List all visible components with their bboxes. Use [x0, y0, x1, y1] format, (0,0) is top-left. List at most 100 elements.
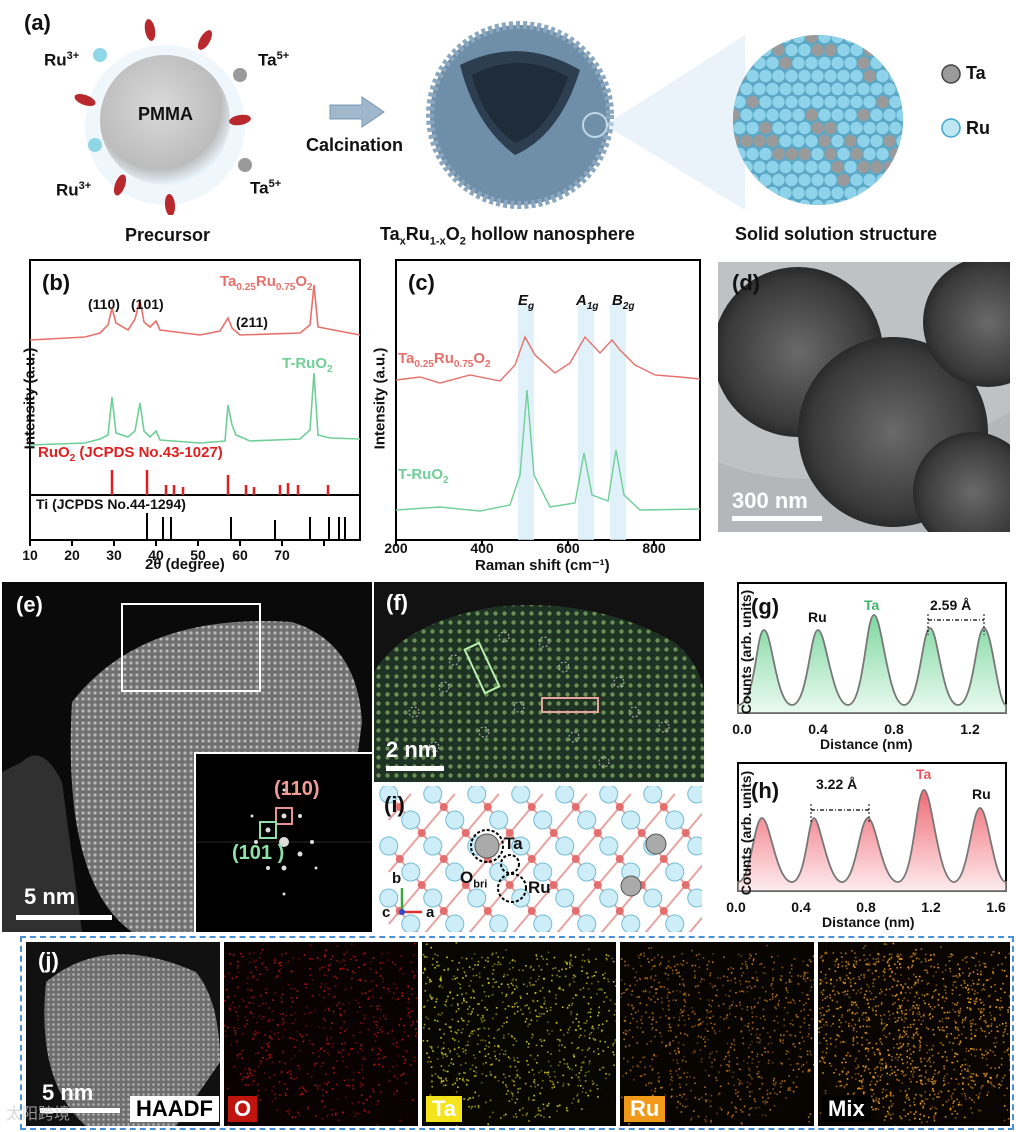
- xrd-xtick: 10: [22, 547, 38, 563]
- map-label-mix: Mix: [822, 1096, 871, 1122]
- xtick-g: 0.8: [884, 721, 904, 737]
- xrd-xtick: 60: [232, 547, 248, 563]
- panel-j: (j) 5 nm HAADF O Ta Ru Mix: [20, 936, 1014, 1130]
- ion-label-ta-bottom: Ta5+: [250, 178, 282, 198]
- map-label-haadf: HAADF: [130, 1096, 219, 1122]
- solid-solution-caption: Solid solution structure: [735, 224, 938, 244]
- mode-eg: Eg: [518, 292, 535, 312]
- raman-chart: [395, 259, 701, 546]
- map-ta-noise: [422, 942, 616, 1126]
- raman-xtick: 600: [556, 540, 580, 556]
- peak-101: (101): [131, 296, 164, 312]
- panel-i-crystal-model: (i) Ta Obri Ru b c a: [376, 786, 702, 932]
- arrow-icon: [329, 96, 385, 128]
- haadf-j-particle: [44, 954, 220, 1126]
- raman-xtick: 400: [470, 540, 494, 556]
- raman-xtick: 800: [642, 540, 666, 556]
- xtick-h: 0.8: [856, 899, 876, 915]
- ion-label-ta-top: Ta5+: [258, 50, 290, 70]
- xrd-chart: [29, 259, 361, 546]
- scale-bar-e: [16, 915, 112, 920]
- eds-map-ru: Ru: [620, 942, 814, 1126]
- peak-110: (110): [88, 296, 120, 312]
- atom-label-ru-h: Ru: [972, 786, 991, 802]
- scale-label-d: 300 nm: [732, 488, 808, 513]
- ylabel-g: Counts (arb. units): [738, 589, 754, 715]
- watermark: 太阳跨境: [6, 1106, 71, 1123]
- line-profile-h: [737, 762, 1007, 892]
- panel-label-e: (e): [16, 592, 43, 617]
- xtick-g: 1.2: [960, 721, 980, 737]
- xrd-xtick: 30: [106, 547, 122, 563]
- map-label-ru: Ru: [624, 1096, 666, 1122]
- panel-label-b: (b): [42, 270, 71, 295]
- scale-label-f: 2 nm: [386, 737, 438, 762]
- atom-label-obri: Obri: [460, 868, 488, 891]
- raman-ylabel: Intensity (a.u.): [371, 347, 389, 450]
- xtick-h: 0.4: [791, 899, 811, 915]
- xrd-sample-1: Ta0.25Ru0.75O2: [220, 273, 313, 293]
- ref-ti: Ti (JCPDS No.44-1294): [36, 496, 186, 512]
- eds-map-o: O: [224, 942, 418, 1126]
- atom-label-ta-h: Ta: [916, 766, 932, 782]
- fft-label-110: (110): [274, 778, 320, 800]
- fft-pattern: [196, 788, 372, 896]
- xrd-xtick: 20: [64, 547, 80, 563]
- eds-map-ta: Ta: [422, 942, 616, 1126]
- xtick-h: 1.6: [986, 899, 1006, 915]
- peak-211: (211): [236, 314, 268, 330]
- axis-a: a: [426, 904, 435, 921]
- fft-inset: (110) (101 ): [194, 752, 372, 932]
- tem-particles: [718, 262, 1010, 532]
- scale-label-e: 5 nm: [24, 884, 76, 909]
- map-ru-noise: [620, 944, 814, 1125]
- legend-balls: [941, 64, 961, 138]
- atom-label-ru-i: Ru: [528, 878, 551, 897]
- panel-label-f: (f): [386, 590, 408, 615]
- mode-a1g: A1g: [576, 292, 599, 312]
- panel-d-tem-image: (d) 300 nm: [718, 262, 1010, 532]
- solid-solution-illustration: [733, 35, 903, 205]
- panel-label-a: (a): [24, 10, 51, 35]
- raman-xtick: 200: [384, 540, 408, 556]
- xrd-xtick: 70: [274, 547, 290, 563]
- zoom-cone: [605, 35, 745, 210]
- ylabel-h: Counts (arb. units): [738, 770, 754, 896]
- panel-label-c: (c): [408, 270, 435, 295]
- ion-label-ru-bottom: Ru3+: [56, 180, 92, 200]
- legend-ta: Ta: [966, 63, 986, 83]
- hollow-nanosphere-illustration: [426, 21, 614, 209]
- ion-label-ru-top: Ru3+: [44, 50, 80, 70]
- panel-e-haadf-image: (e) 5 nm (110) (101 ): [2, 582, 372, 932]
- fft-label-101: (101 ): [232, 842, 285, 864]
- crystal-structure: [379, 786, 702, 932]
- panel-f-colored-haadf: (f) 2 nm: [374, 582, 704, 782]
- xlabel-g: Distance (nm): [820, 736, 913, 752]
- xtick-h: 0.0: [726, 899, 746, 915]
- atom-label-ta-g: Ta: [864, 597, 880, 613]
- pmma-label: PMMA: [138, 104, 193, 124]
- xrd-sample-2: T-RuO2: [282, 355, 333, 375]
- map-label-ta: Ta: [426, 1096, 463, 1122]
- xtick-h: 1.2: [921, 899, 941, 915]
- xtick-g: 0.0: [732, 721, 752, 737]
- legend-ru: Ru: [966, 118, 990, 138]
- panel-label-h: (h): [751, 778, 780, 803]
- hollow-caption: TaxRu1-xO2 hollow nanosphere: [380, 224, 635, 248]
- scale-label-j: 5 nm: [42, 1080, 94, 1105]
- atom-label-ru-g: Ru: [808, 609, 827, 625]
- xrd-xtick: 50: [190, 547, 206, 563]
- xtick-g: 0.4: [808, 721, 828, 737]
- map-mix-noise: [818, 942, 1010, 1126]
- raman-sample-1: Ta0.25Ru0.75O2: [398, 350, 491, 370]
- axis-c: c: [382, 904, 391, 921]
- spacing-h: 3.22 Å: [816, 776, 858, 792]
- mode-b2g: B2g: [612, 292, 635, 312]
- xrd-xtick: 40: [148, 547, 164, 563]
- xrd-ylabel: Intensity (a.u.): [21, 347, 39, 450]
- axis-b: b: [392, 870, 402, 887]
- scale-bar-f: [386, 766, 444, 771]
- ref-ruo2: RuO2 (JCPDS No.43-1027): [38, 444, 223, 464]
- panel-label-d: (d): [732, 270, 761, 295]
- eds-map-mix: Mix: [818, 942, 1010, 1126]
